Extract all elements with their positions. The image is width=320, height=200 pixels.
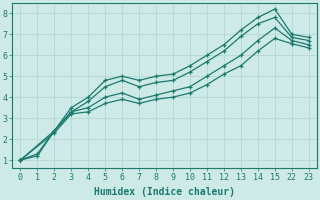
X-axis label: Humidex (Indice chaleur): Humidex (Indice chaleur)	[94, 187, 235, 197]
